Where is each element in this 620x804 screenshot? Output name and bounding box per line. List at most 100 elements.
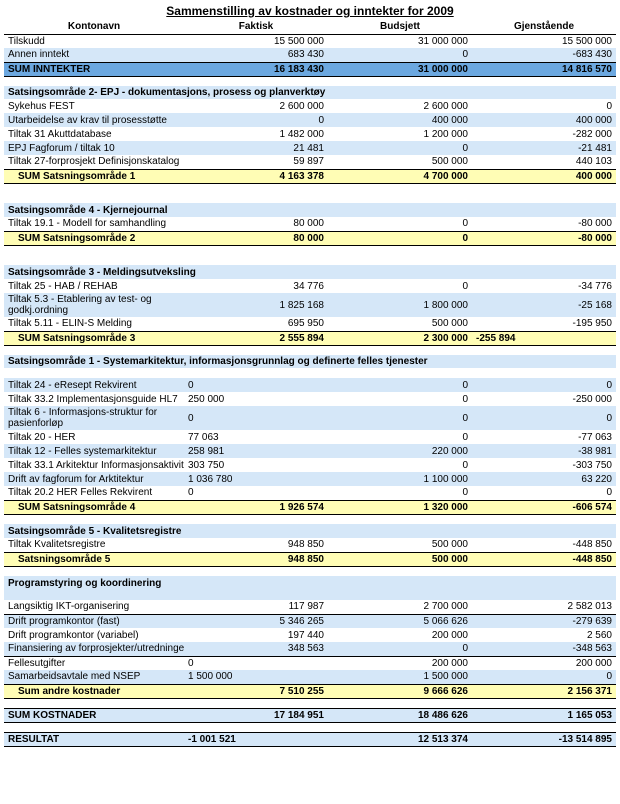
cell-b: 0 [328, 279, 472, 293]
section-s4: Satsingsområde 4 - Kjernejournal [4, 203, 616, 217]
cell-b: 1 200 000 [328, 127, 472, 141]
cell-g: -34 776 [472, 279, 616, 293]
cell-g: -38 981 [472, 444, 616, 458]
cell-f: 34 776 [184, 279, 328, 293]
row-s1-sum: SUM Satsningsområde 41 926 5741 320 000-… [4, 500, 616, 514]
cell-f: 15 500 000 [184, 34, 328, 48]
cell-name: RESULTAT [4, 732, 184, 746]
cell-b: 31 000 000 [328, 62, 472, 76]
row-s1-7: Drift av fagforum for Arktitektur1 036 7… [4, 472, 616, 486]
row-suminn: SUM INNTEKTER 16 183 430 31 000 000 14 8… [4, 62, 616, 76]
row-p5: Fellesutgifter0200 000200 000 [4, 656, 616, 670]
section-head: Programstyring og koordinering [4, 576, 616, 590]
cell-g: 2 560 [472, 628, 616, 642]
cell-f: 1 036 780 [184, 472, 328, 486]
cell-b: 0 [328, 458, 472, 472]
cell-name: Tilskudd [4, 34, 184, 48]
row-s1-3: Tiltak 6 - Informasjons-struktur for pas… [4, 406, 616, 430]
cell-g: -13 514 895 [472, 732, 616, 746]
row-tilskudd: Tilskudd 15 500 000 31 000 000 15 500 00… [4, 34, 616, 48]
cell-g: -255 894 [472, 331, 616, 345]
row-s2-4: EPJ Fagforum / tiltak 1021 4810-21 481 [4, 141, 616, 155]
cell-name: Tiltak 33.2 Implementasjonsguide HL7 [4, 392, 184, 406]
cell-g: 440 103 [472, 155, 616, 169]
cell-g: 2 582 013 [472, 600, 616, 614]
cell-b: 1 500 000 [328, 670, 472, 684]
cell-b: 2 300 000 [328, 331, 472, 345]
cell-name: Satsningsområde 5 [4, 552, 184, 566]
cell-name: Tiltak 5.11 - ELIN-S Melding [4, 317, 184, 331]
cell-name: SUM Satsningsområde 1 [4, 169, 184, 183]
cell-f: 348 563 [184, 642, 328, 656]
cell-b: 500 000 [328, 538, 472, 552]
cell-name: SUM INNTEKTER [4, 62, 184, 76]
cell-b: 400 000 [328, 113, 472, 127]
cell-b: 4 700 000 [328, 169, 472, 183]
section-head: Satsingsområde 5 - Kvalitetsregistre [4, 524, 616, 538]
row-s1-1: Tiltak 24 - eResept Rekvirent000 [4, 378, 616, 392]
row-s3-3: Tiltak 5.11 - ELIN-S Melding695 950500 0… [4, 317, 616, 331]
cell-f: 0 [184, 378, 328, 392]
header-row: Kontonavn Faktisk Budsjett Gjenstående [4, 20, 616, 34]
cell-b: 2 700 000 [328, 600, 472, 614]
section-s2: Satsingsområde 2- EPJ - dokumentasjons, … [4, 86, 616, 99]
cell-f: 0 [184, 486, 328, 500]
section-head: Satsingsområde 1 - Systemarkitektur, inf… [4, 355, 616, 368]
row-s2-5: Tiltak 27-forprosjekt Definisjonskatalog… [4, 155, 616, 169]
cell-g: -348 563 [472, 642, 616, 656]
cell-b: 220 000 [328, 444, 472, 458]
cell-f: 5 346 265 [184, 614, 328, 628]
row-s5-sum: Satsningsområde 5948 850500 000-448 850 [4, 552, 616, 566]
cell-b: 500 000 [328, 317, 472, 331]
cell-f: 683 430 [184, 48, 328, 62]
cell-g: -448 850 [472, 552, 616, 566]
cell-f: 0 [184, 656, 328, 670]
cell-g: -195 950 [472, 317, 616, 331]
col-budsjett: Budsjett [328, 20, 472, 34]
cell-f: 80 000 [184, 231, 328, 245]
cell-name: Samarbeidsavtale med NSEP [4, 670, 184, 684]
cell-f: 80 000 [184, 217, 328, 231]
cell-f: 2 600 000 [184, 99, 328, 113]
cell-g: -448 850 [472, 538, 616, 552]
cell-name: Tiltak 31 Akuttdatabase [4, 127, 184, 141]
cell-f: 77 063 [184, 430, 328, 444]
cell-b: 1 100 000 [328, 472, 472, 486]
cell-f: 4 163 378 [184, 169, 328, 183]
section-head: Satsingsområde 2- EPJ - dokumentasjons, … [4, 86, 616, 99]
col-konto: Kontonavn [4, 20, 184, 34]
cell-b: 0 [328, 392, 472, 406]
col-faktisk: Faktisk [184, 20, 328, 34]
cell-b: 0 [328, 642, 472, 656]
cell-name: Finansiering av forprosjekter/utredninge… [4, 642, 184, 656]
cell-g: -25 168 [472, 293, 616, 317]
cell-g: -282 000 [472, 127, 616, 141]
cell-name: Utarbeidelse av krav til prosesstøtte [4, 113, 184, 127]
cell-b: 0 [328, 217, 472, 231]
row-p3: Drift programkontor (variabel)197 440200… [4, 628, 616, 642]
cell-name: Tiltak 25 - HAB / REHAB [4, 279, 184, 293]
row-s4-1: Tiltak 19.1 - Modell for samhandling80 0… [4, 217, 616, 231]
section-head: Satsingsområde 4 - Kjernejournal [4, 203, 616, 217]
row-s1-2: Tiltak 33.2 Implementasjonsguide HL7250 … [4, 392, 616, 406]
cell-b: 0 [328, 378, 472, 392]
cell-f: 948 850 [184, 538, 328, 552]
cell-b: 1 320 000 [328, 500, 472, 514]
cell-g: 0 [472, 406, 616, 430]
cell-b: 200 000 [328, 656, 472, 670]
row-s1-5: Tiltak 12 - Felles systemarkitektur258 9… [4, 444, 616, 458]
cell-f: 258 981 [184, 444, 328, 458]
cell-g: 0 [472, 99, 616, 113]
row-s4-sum: SUM Satsningsområde 280 0000-80 000 [4, 231, 616, 245]
cell-g: 14 816 570 [472, 62, 616, 76]
cell-b: 500 000 [328, 155, 472, 169]
cell-g: 63 220 [472, 472, 616, 486]
row-s2-2: Utarbeidelse av krav til prosesstøtte040… [4, 113, 616, 127]
cell-b: 0 [328, 406, 472, 430]
cell-name: Tiltak 27-forprosjekt Definisjonskatalog [4, 155, 184, 169]
cell-name: Tiltak 5.3 - Etablering av test- og godk… [4, 293, 184, 317]
row-p2: Drift programkontor (fast)5 346 2655 066… [4, 614, 616, 628]
row-p-sum: Sum andre kostnader7 510 2559 666 6262 1… [4, 684, 616, 698]
cell-f: 948 850 [184, 552, 328, 566]
finance-table: Kontonavn Faktisk Budsjett Gjenstående T… [4, 20, 616, 747]
